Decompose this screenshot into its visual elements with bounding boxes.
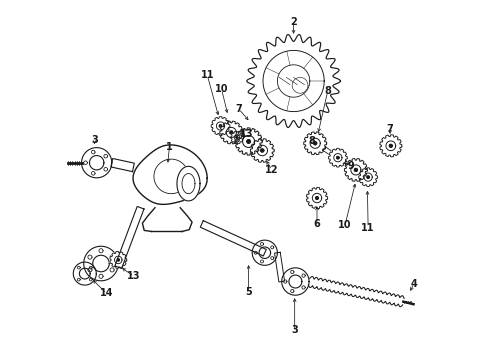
Polygon shape	[274, 252, 285, 282]
Text: 14: 14	[99, 288, 113, 298]
Text: 4: 4	[411, 279, 417, 289]
Polygon shape	[304, 132, 327, 155]
Text: 13: 13	[240, 129, 253, 139]
Polygon shape	[220, 121, 243, 144]
Polygon shape	[344, 161, 354, 168]
Polygon shape	[220, 125, 221, 127]
Polygon shape	[117, 259, 120, 261]
Polygon shape	[74, 262, 97, 285]
Text: 11: 11	[200, 70, 214, 80]
Polygon shape	[380, 135, 402, 157]
Polygon shape	[81, 148, 112, 178]
Text: 10: 10	[215, 84, 228, 94]
Text: 3: 3	[291, 325, 298, 336]
Polygon shape	[314, 142, 317, 145]
Text: 8: 8	[324, 86, 331, 96]
Polygon shape	[247, 35, 341, 127]
Text: 7: 7	[387, 124, 393, 134]
Polygon shape	[359, 168, 377, 186]
Polygon shape	[390, 144, 392, 147]
Polygon shape	[308, 276, 404, 307]
Polygon shape	[306, 187, 328, 209]
Text: 9: 9	[348, 161, 355, 171]
Polygon shape	[110, 251, 127, 269]
Text: 11: 11	[361, 222, 375, 233]
Polygon shape	[337, 157, 339, 159]
Polygon shape	[115, 206, 144, 269]
Polygon shape	[354, 168, 357, 171]
Polygon shape	[133, 145, 207, 204]
Polygon shape	[323, 147, 339, 159]
Text: 8: 8	[308, 136, 315, 146]
Polygon shape	[200, 221, 266, 256]
Polygon shape	[235, 128, 262, 155]
Text: 10: 10	[338, 220, 352, 230]
Text: 3: 3	[91, 135, 98, 145]
Polygon shape	[316, 197, 318, 199]
Polygon shape	[261, 149, 264, 152]
Text: 5: 5	[245, 287, 252, 297]
Polygon shape	[250, 139, 274, 162]
Polygon shape	[328, 148, 347, 167]
Text: 6: 6	[314, 219, 320, 229]
Polygon shape	[177, 166, 200, 201]
Polygon shape	[111, 158, 134, 172]
Text: 2: 2	[290, 17, 297, 27]
Polygon shape	[282, 268, 309, 295]
Polygon shape	[344, 158, 368, 181]
Polygon shape	[231, 131, 244, 144]
Text: 7: 7	[235, 104, 242, 114]
Text: 12: 12	[265, 165, 279, 175]
Polygon shape	[367, 176, 369, 178]
Polygon shape	[247, 140, 250, 143]
Polygon shape	[211, 117, 230, 135]
Polygon shape	[236, 137, 238, 138]
Polygon shape	[252, 240, 277, 265]
Polygon shape	[230, 131, 233, 134]
Text: 13: 13	[127, 271, 141, 282]
Text: 1: 1	[166, 142, 173, 152]
Polygon shape	[84, 246, 118, 281]
